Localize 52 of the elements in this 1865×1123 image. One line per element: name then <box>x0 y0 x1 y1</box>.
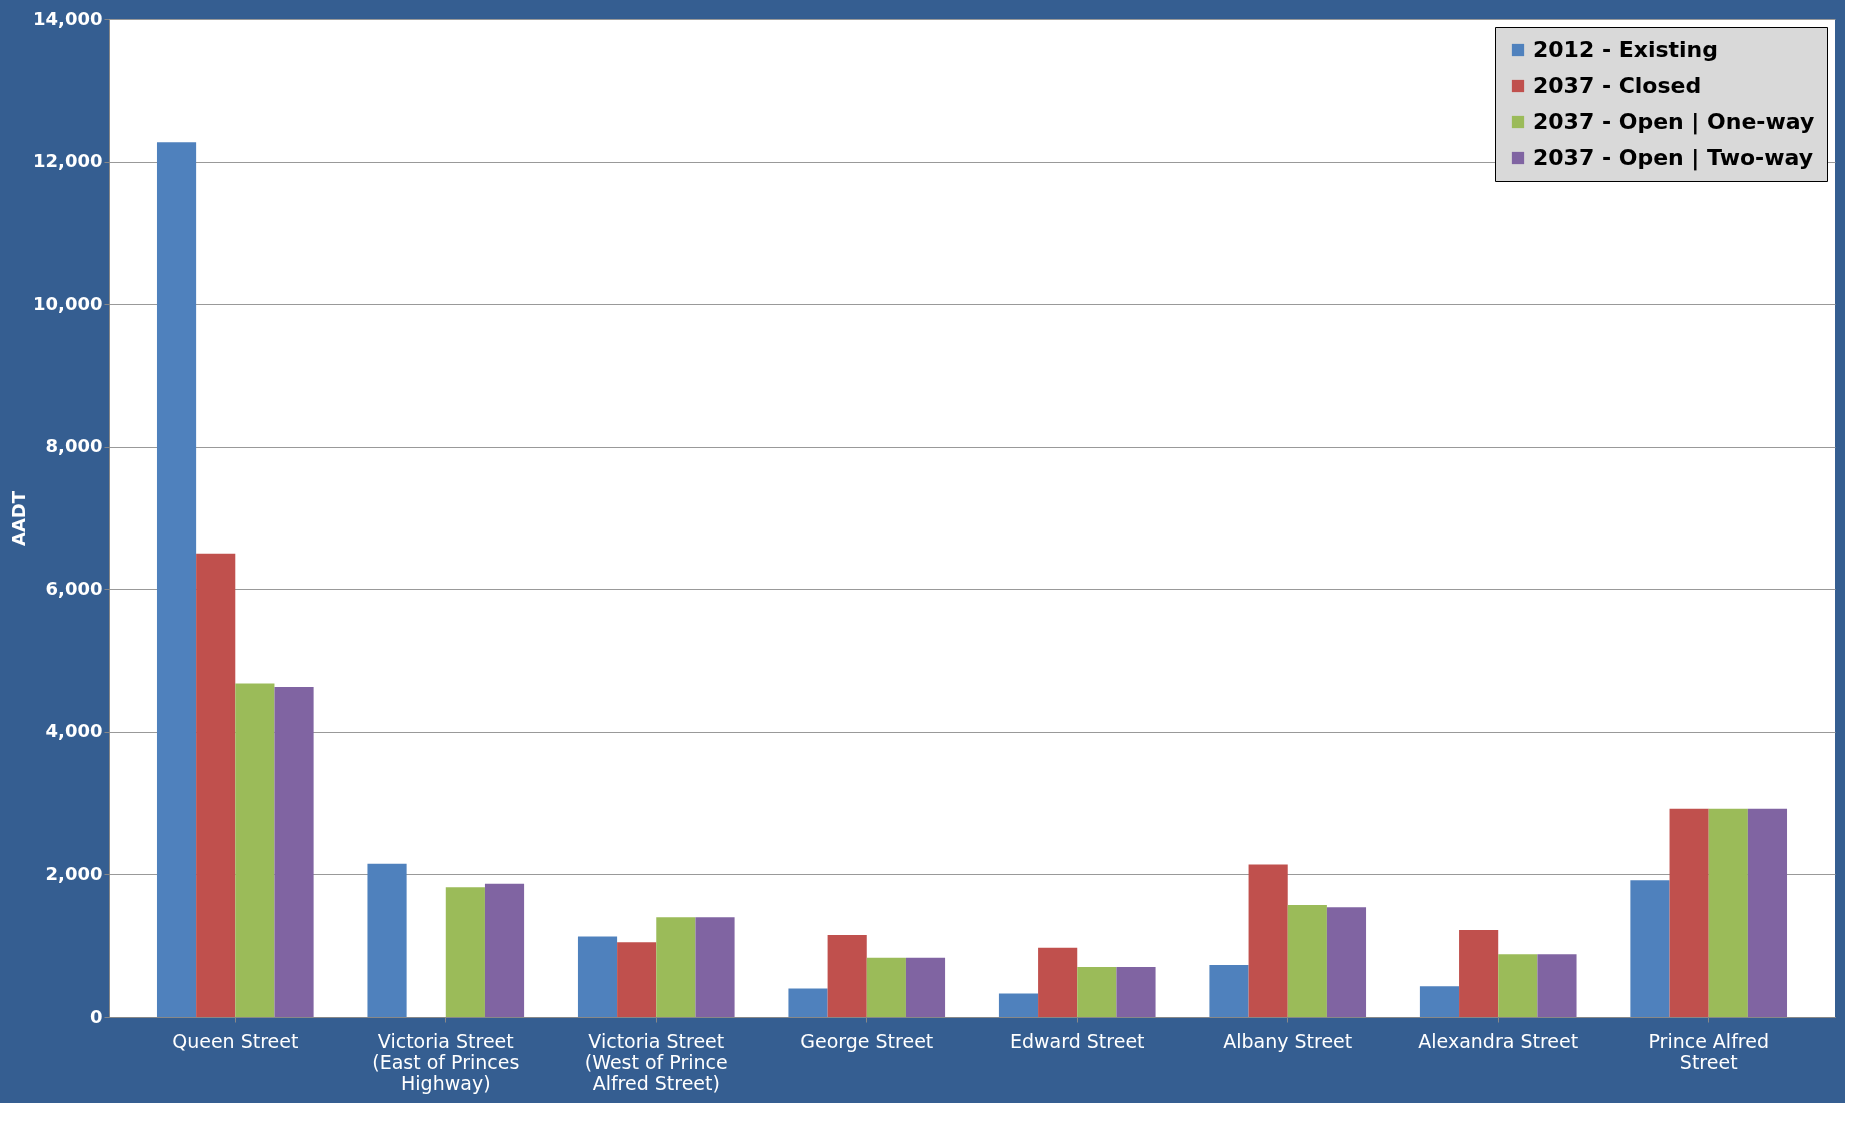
bar <box>1630 880 1670 1017</box>
x-tick-label: Victoria Street (East of Princes Highway) <box>372 1029 520 1094</box>
bar <box>577 936 618 1017</box>
y-tick-label: 12,000 <box>33 150 103 172</box>
x-tick-label: Albany Street <box>1223 1029 1353 1052</box>
legend-label: 2012 - Existing <box>1533 37 1719 62</box>
bar <box>1419 986 1460 1017</box>
bar <box>1498 954 1538 1017</box>
y-tick-label: 14,000 <box>33 7 103 29</box>
bar <box>1459 930 1499 1017</box>
bar <box>617 942 657 1017</box>
y-tick-label: 0 <box>89 1005 103 1027</box>
bar <box>484 883 525 1017</box>
legend-label: 2037 - Open | Two-way <box>1533 145 1814 171</box>
bar <box>235 683 275 1017</box>
bar <box>827 935 867 1017</box>
bar <box>1537 954 1577 1017</box>
x-tick-label: Prince Alfred Street <box>1648 1029 1769 1073</box>
bar <box>905 957 946 1017</box>
bar <box>695 917 735 1017</box>
y-axis-title: AADT <box>8 490 30 547</box>
bar <box>788 988 828 1017</box>
bar <box>196 553 236 1017</box>
bar <box>1669 808 1709 1017</box>
bar <box>156 142 197 1017</box>
legend-label: 2037 - Closed <box>1533 73 1702 98</box>
bar <box>367 863 407 1017</box>
bar <box>1287 905 1327 1017</box>
bar <box>1326 907 1367 1017</box>
bar <box>1116 967 1156 1017</box>
y-tick-label: 6,000 <box>45 577 103 599</box>
y-tick-label: 2,000 <box>45 862 103 884</box>
x-tick-label: George Street <box>800 1029 934 1052</box>
bar <box>656 917 696 1017</box>
x-tick-label: Edward Street <box>1009 1029 1145 1052</box>
x-tick-label: Queen Street <box>172 1029 299 1052</box>
y-tick-label: 4,000 <box>45 720 103 742</box>
bar <box>998 993 1039 1017</box>
bar <box>274 686 314 1017</box>
bar <box>1747 808 1788 1017</box>
bar <box>1708 808 1748 1017</box>
x-tick-label: Alexandra Street <box>1418 1029 1579 1052</box>
x-tick-label: Victoria Street (West of Prince Alfred Street) <box>584 1029 728 1094</box>
bar <box>445 887 485 1017</box>
bar <box>1038 947 1078 1017</box>
bar <box>1248 864 1288 1017</box>
y-tick-label: 10,000 <box>33 292 103 314</box>
bar <box>1209 964 1249 1017</box>
legend-label: 2037 - Open | One-way <box>1533 109 1815 135</box>
bar <box>1077 967 1117 1017</box>
bar <box>866 957 906 1017</box>
y-tick-label: 8,000 <box>45 435 103 457</box>
